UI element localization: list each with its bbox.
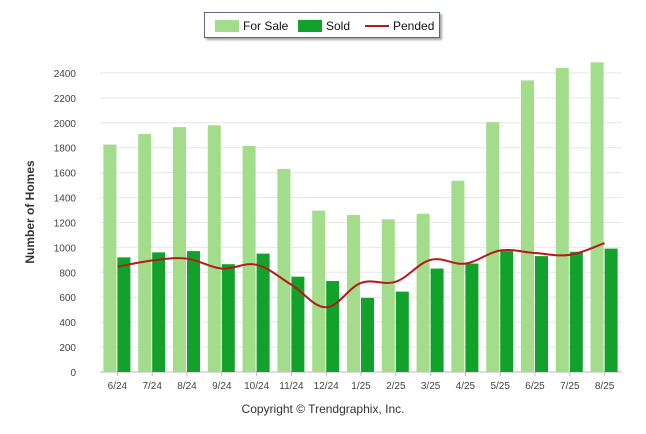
for-sale-bar (451, 180, 465, 372)
x-tick-label: 8/25 (595, 381, 615, 392)
sold-bar (152, 252, 166, 372)
x-tick-label: 2/25 (386, 381, 406, 392)
legend: For Sale Sold Pended (204, 12, 440, 38)
legend-swatch-for-sale (215, 20, 239, 32)
y-tick-label: 600 (59, 293, 76, 304)
x-tick-label: 11/24 (279, 381, 304, 392)
y-tick-label: 2000 (54, 119, 77, 130)
x-tick-label: 6/24 (108, 381, 128, 392)
for-sale-bar (173, 127, 186, 372)
for-sale-bar (312, 210, 326, 372)
legend-label-pended: Pended (393, 19, 435, 33)
y-tick-label: 2200 (54, 94, 77, 105)
for-sale-bar (416, 213, 430, 372)
y-tick-label: 0 (70, 368, 76, 379)
sold-bar (221, 264, 235, 372)
sold-bar (326, 281, 340, 372)
legend-swatch-sold (298, 20, 322, 32)
for-sale-bars (103, 62, 604, 373)
sold-bar (395, 291, 409, 372)
x-tick-label: 12/24 (314, 381, 339, 392)
x-tick-label: 7/24 (142, 381, 162, 392)
y-tick-label: 200 (59, 343, 76, 354)
y-tick-label: 1000 (54, 243, 77, 254)
sold-bar (569, 251, 583, 372)
sold-bar (500, 251, 514, 372)
pended-line (117, 242, 605, 309)
for-sale-bar (103, 144, 117, 372)
for-sale-bar (590, 62, 604, 372)
y-axis-label: Number of Homes (23, 160, 37, 264)
for-sale-bar (521, 80, 534, 373)
x-tick-label: 1/25 (351, 381, 371, 392)
sold-bar (535, 256, 548, 372)
sold-bar (187, 251, 200, 372)
x-tick-label: 4/25 (456, 381, 476, 392)
sold-bar (430, 268, 444, 372)
legend-label-for-sale: For Sale (243, 19, 289, 33)
x-tick-label: 10/24 (244, 381, 269, 392)
y-tick-label: 1800 (54, 144, 77, 155)
x-tick-label: 9/24 (212, 381, 232, 392)
for-sale-bar (207, 125, 221, 372)
x-tick-label: 5/25 (490, 381, 510, 392)
for-sale-bar (381, 219, 395, 372)
for-sale-bar (277, 168, 291, 372)
y-tick-label: 2400 (54, 69, 77, 80)
x-tick-labels: 6/24 7/24 8/24 9/24 10/24 11/24 12/24 1/25 2/25 3… (108, 372, 615, 392)
y-tick-labels: 0 200 400 600 800 1000 1200 1400 1600 1800 2000 220… (54, 69, 77, 379)
sold-bar (361, 297, 374, 372)
x-tick-label: 8/24 (177, 381, 197, 392)
x-tick-label: 3/25 (421, 381, 441, 392)
for-sale-bar (555, 67, 569, 372)
sold-bars (117, 248, 618, 372)
legend-label-sold: Sold (326, 19, 351, 33)
copyright-text: Copyright © Trendgraphix, Inc. (241, 402, 405, 416)
y-tick-label: 1400 (54, 194, 77, 205)
x-tick-label: 6/25 (525, 381, 545, 392)
y-tick-label: 800 (59, 268, 76, 279)
for-sale-bar (138, 133, 152, 372)
sold-bar (117, 257, 131, 372)
y-tick-label: 400 (59, 318, 76, 329)
for-sale-bar (347, 214, 360, 372)
sold-bar (465, 263, 479, 372)
sold-bar (604, 248, 618, 372)
for-sale-bar (242, 145, 256, 372)
for-sale-bar (486, 122, 500, 373)
x-tick-label: 7/25 (560, 381, 580, 392)
legend-swatch-pended (365, 25, 389, 27)
sold-bar (291, 276, 305, 372)
y-tick-label: 1200 (54, 218, 77, 229)
y-tick-label: 1600 (54, 169, 77, 180)
sold-bar (256, 253, 270, 372)
